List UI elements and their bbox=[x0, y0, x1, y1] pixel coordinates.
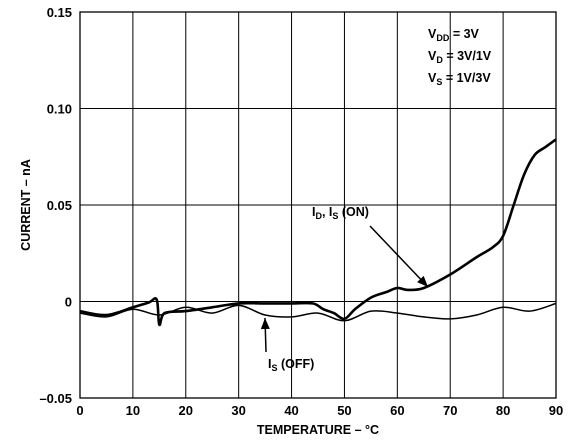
grid bbox=[80, 12, 556, 398]
series-group bbox=[79, 138, 557, 327]
condition-line: VD = 3V/1V bbox=[428, 49, 492, 65]
arrow-on bbox=[369, 225, 429, 288]
plot-frame bbox=[79, 11, 557, 399]
y-tick-label: –0.05 bbox=[39, 391, 72, 406]
x-tick-label: 0 bbox=[76, 403, 83, 418]
series-on-line bbox=[79, 138, 557, 327]
x-tick-label: 70 bbox=[443, 403, 457, 418]
condition-line: VDD = 3V bbox=[428, 27, 480, 43]
arrow-off bbox=[260, 317, 270, 353]
y-tick-label: 0.10 bbox=[47, 102, 72, 117]
x-tick-label: 10 bbox=[126, 403, 140, 418]
x-tick-label: 30 bbox=[231, 403, 245, 418]
x-tick-label: 60 bbox=[390, 403, 404, 418]
x-tick-label: 90 bbox=[549, 403, 563, 418]
x-tick-label: 20 bbox=[179, 403, 193, 418]
x-tick-label: 50 bbox=[337, 403, 351, 418]
label-on: ID, IS (ON) bbox=[312, 205, 369, 221]
conditions-note: VDD = 3V VD = 3V/1V VS = 1V/3V bbox=[428, 27, 492, 87]
x-tick-label: 80 bbox=[496, 403, 510, 418]
y-tick-label: 0 bbox=[65, 295, 72, 310]
series-off-line bbox=[79, 302, 557, 322]
y-tick-label: 0.05 bbox=[47, 198, 72, 213]
x-axis-label: TEMPERATURE – °C bbox=[257, 423, 379, 437]
condition-line: VS = 1V/3V bbox=[428, 71, 491, 87]
y-axis-label: CURRENT – nA bbox=[19, 159, 33, 251]
x-tick-label: 40 bbox=[284, 403, 298, 418]
y-tick-label: 0.15 bbox=[47, 5, 72, 20]
tick-labels: 0 10 20 30 40 50 60 70 80 90 0.15 0.10 0.05 0 –0.05 bbox=[39, 5, 563, 418]
label-off: IS (OFF) bbox=[268, 357, 314, 373]
